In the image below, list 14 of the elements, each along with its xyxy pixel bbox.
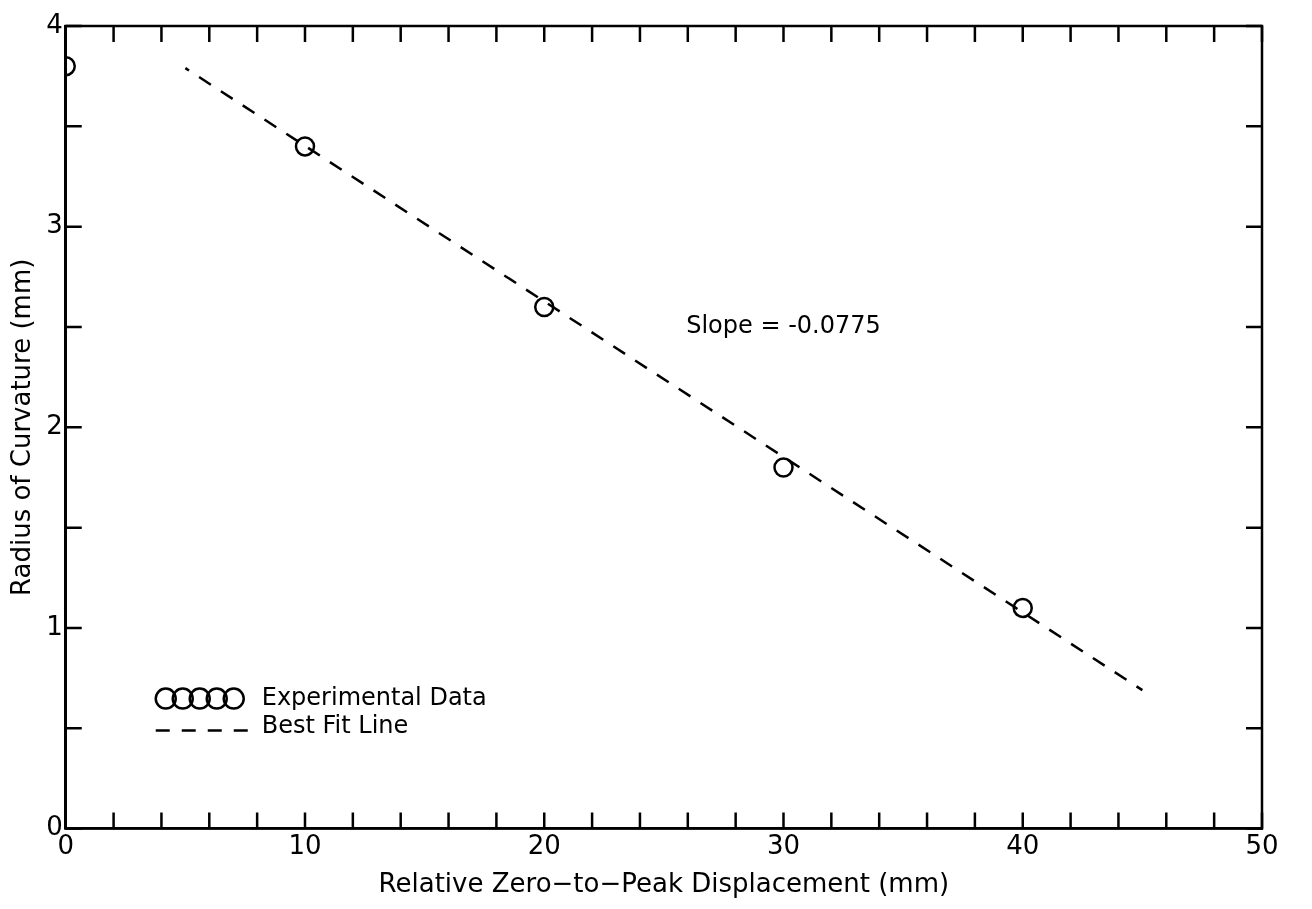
- y-tick-label: 1: [46, 610, 63, 641]
- y-tick-label: 4: [46, 8, 63, 39]
- x-tick-label: 20: [527, 829, 561, 860]
- x-axis-title: Relative Zero−to−Peak Displacement (mm): [378, 868, 950, 899]
- y-tick-label: 3: [46, 209, 63, 240]
- x-tick-label: 50: [1245, 829, 1279, 860]
- annotation: Slope = -0.0775: [686, 311, 881, 340]
- x-tick-label: 40: [1006, 829, 1040, 860]
- y-axis-title: Radius of Curvature (mm): [6, 258, 37, 596]
- legend-label: Experimental Data: [261, 682, 487, 711]
- y-tick-label: 2: [46, 410, 63, 441]
- x-tick-label: 10: [288, 829, 322, 860]
- legend-label: Best Fit Line: [261, 710, 409, 739]
- x-tick-label: 30: [766, 829, 801, 860]
